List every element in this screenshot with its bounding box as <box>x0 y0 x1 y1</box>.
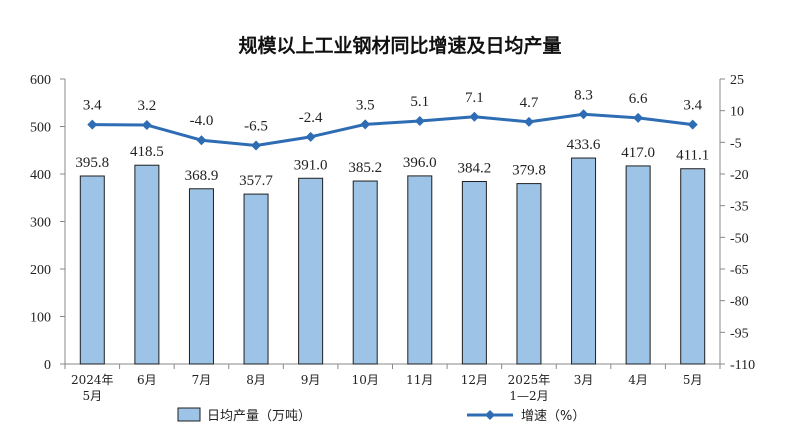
x-axis-category-label: 2025年 <box>508 373 551 387</box>
left-axis-tick-label: 500 <box>30 121 51 136</box>
bar-data-label: 385.2 <box>348 160 382 176</box>
growth-point <box>523 116 534 127</box>
growth-point <box>196 135 207 146</box>
bar <box>680 168 706 365</box>
left-axis-tick-label: 400 <box>30 168 51 183</box>
x-axis-category-label: 11月 <box>406 373 433 387</box>
growth-data-label: 3.4 <box>83 98 102 114</box>
x-axis-category-label: 6月 <box>137 373 157 387</box>
bar <box>461 181 487 365</box>
right-axis-tick-label: -20 <box>730 168 749 183</box>
bar-data-label: 379.8 <box>512 163 546 179</box>
growth-data-label: 5.1 <box>410 94 429 110</box>
legend-line-label: 增速（%） <box>521 409 585 424</box>
right-axis-tick-label: -5 <box>730 136 742 151</box>
x-axis-category-label: 2024年 <box>71 373 114 387</box>
right-axis-tick-label: 25 <box>730 73 744 88</box>
x-axis-category-label: 7月 <box>192 373 212 387</box>
growth-point <box>251 140 262 151</box>
growth-data-label: 7.1 <box>465 90 484 106</box>
bar <box>352 180 378 365</box>
growth-point <box>687 119 698 130</box>
growth-data-label: 6.6 <box>629 91 648 107</box>
legend: 日均产量（万吨） 增速（%） <box>177 407 585 424</box>
chart-title: 规模以上工业钢材同比增速及日均产量 <box>238 34 561 57</box>
growth-line <box>92 112 693 147</box>
right-axis-tick-label: -65 <box>730 263 749 278</box>
growth-data-label: 3.2 <box>138 98 157 114</box>
growth-data-label: -4.0 <box>190 113 214 129</box>
growth-data-label: 8.3 <box>574 87 593 103</box>
bar-data-label: 418.5 <box>130 144 164 160</box>
growth-data-label: -6.5 <box>244 119 268 135</box>
bar <box>188 188 214 365</box>
x-axis-category-label: 10月 <box>352 373 379 387</box>
plot-area: 0 100 200 300 400 500 600 25 10 -5 -20 -35 -50 -65 -80… <box>30 73 755 403</box>
growth-point <box>633 112 644 123</box>
bar-data-label: 433.6 <box>567 137 601 153</box>
left-axis-tick-label: 100 <box>30 311 51 326</box>
x-axis-category-label: 12月 <box>461 373 488 387</box>
growth-data-label: 3.4 <box>683 98 702 114</box>
left-axis-tick-label: 0 <box>44 358 51 373</box>
growth-point <box>87 119 98 130</box>
left-axis-tick-label: 200 <box>30 263 51 278</box>
right-axis-tick-label: 10 <box>730 105 744 120</box>
growth-point <box>305 131 316 142</box>
growth-data-label: 3.5 <box>356 97 375 113</box>
bar-data-label: 396.0 <box>403 155 437 171</box>
bar-data-label: 395.8 <box>75 155 109 171</box>
growth-point <box>578 109 589 120</box>
bar <box>625 165 651 365</box>
bar <box>407 175 433 365</box>
x-axis-category-label: 3月 <box>574 373 594 387</box>
growth-point <box>414 116 425 127</box>
bar <box>571 157 597 365</box>
bar <box>243 193 269 365</box>
bar <box>79 175 105 365</box>
bar-data-label: 417.0 <box>621 145 655 161</box>
x-axis-category-label: 1—2月 <box>509 389 548 403</box>
bar-data-label: 368.9 <box>185 168 219 184</box>
right-axis-tick-label: -50 <box>730 231 749 246</box>
left-axis-tick-label: 300 <box>30 216 51 231</box>
x-axis-category-label: 5月 <box>82 389 102 403</box>
growth-data-label: -2.4 <box>299 110 323 126</box>
bar <box>516 183 542 365</box>
right-axis-tick-label: -95 <box>730 326 749 341</box>
bar-data-label: 411.1 <box>676 148 709 164</box>
growth-point <box>141 120 152 131</box>
bar-data-label: 391.0 <box>294 157 328 173</box>
right-axis-tick-label: -80 <box>730 295 749 310</box>
bar-data-label: 357.7 <box>239 173 273 189</box>
growth-point <box>360 119 371 130</box>
legend-bar-swatch <box>177 407 201 422</box>
growth-point <box>469 111 480 122</box>
right-axis-tick-label: -110 <box>730 358 755 373</box>
x-axis-category-label: 9月 <box>301 373 321 387</box>
x-axis-category-label: 8月 <box>246 373 266 387</box>
right-axis-tick-label: -35 <box>730 200 749 215</box>
x-axis-category-label: 5月 <box>683 373 703 387</box>
left-axis-tick-label: 600 <box>30 73 51 88</box>
bar <box>298 177 324 365</box>
x-axis-category-label: 4月 <box>628 373 648 387</box>
legend-bar-label: 日均产量（万吨） <box>207 409 311 424</box>
legend-line-marker <box>485 410 495 420</box>
bar-data-label: 384.2 <box>458 161 492 177</box>
growth-data-label: 4.7 <box>520 95 539 111</box>
bar <box>134 164 160 365</box>
